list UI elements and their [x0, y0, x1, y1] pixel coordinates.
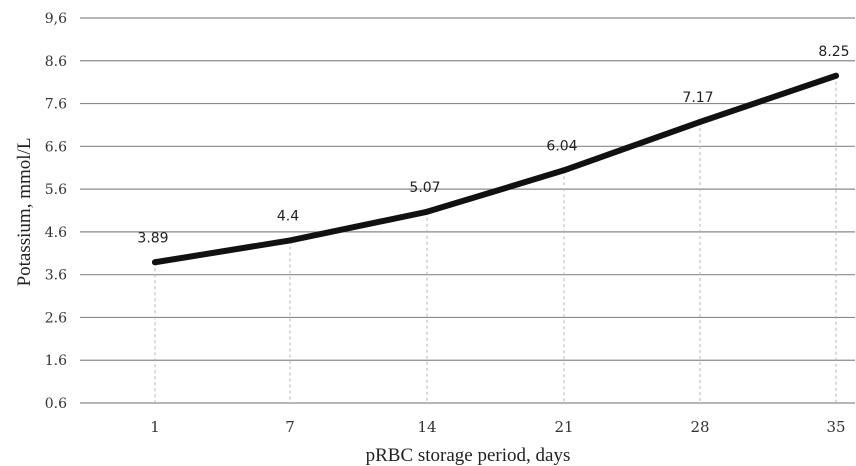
y-axis-ticks: 9,6 8.6 7.6 6.6 5.6 4.6 3.6 2.6 1.6 0.6 [45, 11, 67, 412]
y-tick-label: 1.6 [45, 353, 67, 369]
data-point [697, 118, 703, 125]
x-tick-label: 35 [826, 418, 845, 436]
data-label: 6.04 [546, 138, 577, 154]
data-label: 3.89 [137, 230, 168, 246]
data-labels: 3.89 4.4 5.07 6.04 7.17 8.25 [137, 44, 849, 247]
y-tick-label: 0.6 [45, 396, 67, 412]
data-point [287, 237, 293, 244]
x-tick-label: 21 [554, 418, 573, 436]
y-tick-label: 3.6 [45, 268, 67, 284]
series-group [152, 72, 839, 266]
y-tick-label: 2.6 [45, 310, 67, 326]
x-tick-label: 14 [417, 418, 436, 436]
y-tick-label: 7.6 [45, 97, 67, 113]
x-tick-label: 28 [690, 418, 709, 436]
y-tick-label: 6.6 [45, 139, 67, 155]
data-label: 7.17 [682, 90, 713, 106]
data-point [424, 208, 430, 215]
y-tick-label: 8.6 [45, 54, 67, 70]
drop-lines [154, 75, 837, 403]
data-label: 8.25 [818, 44, 849, 60]
gridlines [80, 17, 855, 404]
data-point [833, 72, 839, 79]
data-point [561, 167, 567, 174]
x-axis-title: pRBC storage period, days [366, 445, 571, 466]
potassium-series-line [152, 72, 839, 266]
x-axis-ticks: 1 7 14 21 28 35 [150, 418, 845, 436]
y-tick-label: 5.6 [45, 182, 67, 198]
y-axis-title: Potassium, mmol/L [14, 138, 35, 287]
y-tick-label: 9,6 [45, 11, 67, 27]
data-label: 5.07 [409, 180, 440, 196]
y-tick-label: 4.6 [45, 225, 67, 241]
x-tick-label: 1 [150, 418, 160, 436]
x-tick-label: 7 [285, 418, 295, 436]
data-point [152, 259, 158, 266]
data-label: 4.4 [277, 208, 299, 224]
